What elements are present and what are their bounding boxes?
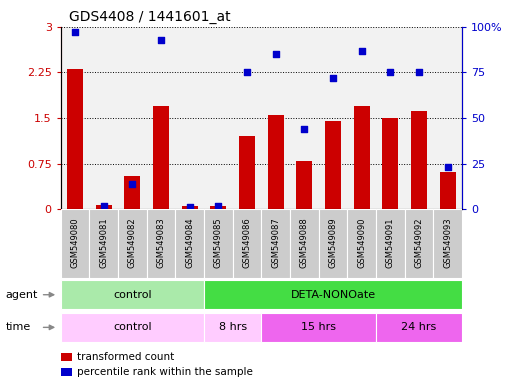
Bar xyxy=(411,111,427,209)
Bar xyxy=(325,121,341,209)
Bar xyxy=(376,313,462,342)
Point xyxy=(99,203,108,209)
Bar xyxy=(261,313,376,342)
Bar xyxy=(118,209,147,278)
Text: percentile rank within the sample: percentile rank within the sample xyxy=(77,366,252,377)
Text: control: control xyxy=(113,322,152,333)
Bar xyxy=(376,209,404,278)
Bar xyxy=(290,209,319,278)
Text: GSM549092: GSM549092 xyxy=(414,218,423,268)
Bar xyxy=(211,206,226,209)
Bar xyxy=(319,209,347,278)
Text: GSM549089: GSM549089 xyxy=(328,218,337,268)
Bar xyxy=(433,209,462,278)
Text: GDS4408 / 1441601_at: GDS4408 / 1441601_at xyxy=(69,10,230,25)
Bar xyxy=(204,209,233,278)
Bar xyxy=(96,205,111,209)
Text: 24 hrs: 24 hrs xyxy=(401,322,437,333)
Text: GSM549081: GSM549081 xyxy=(99,218,108,268)
Bar xyxy=(153,106,169,209)
Bar xyxy=(233,209,261,278)
Bar xyxy=(204,313,261,342)
Bar xyxy=(61,280,204,310)
Point xyxy=(300,126,308,132)
Text: transformed count: transformed count xyxy=(77,352,174,362)
Text: agent: agent xyxy=(5,290,37,300)
Bar xyxy=(61,209,89,278)
Text: GSM549086: GSM549086 xyxy=(242,218,251,268)
Bar xyxy=(67,70,83,209)
Point xyxy=(185,204,194,210)
Point xyxy=(357,48,366,54)
Text: time: time xyxy=(5,322,31,333)
Bar xyxy=(61,353,72,361)
Text: GSM549088: GSM549088 xyxy=(300,218,309,268)
Bar xyxy=(382,118,398,209)
Text: GSM549085: GSM549085 xyxy=(214,218,223,268)
Point xyxy=(214,203,223,209)
Point xyxy=(71,29,79,35)
Bar xyxy=(89,209,118,278)
Bar xyxy=(347,209,376,278)
Bar xyxy=(147,209,175,278)
Point xyxy=(271,51,280,57)
Bar xyxy=(204,280,462,310)
Point xyxy=(444,164,452,170)
Text: DETA-NONOate: DETA-NONOate xyxy=(290,290,375,300)
Bar xyxy=(354,106,370,209)
Point xyxy=(386,70,394,76)
Text: GSM549084: GSM549084 xyxy=(185,218,194,268)
Point xyxy=(329,75,337,81)
Point xyxy=(415,70,423,76)
Bar xyxy=(61,368,72,376)
Bar xyxy=(175,209,204,278)
Bar xyxy=(182,206,197,209)
Bar xyxy=(125,176,140,209)
Text: GSM549080: GSM549080 xyxy=(71,218,80,268)
Text: GSM549082: GSM549082 xyxy=(128,218,137,268)
Bar xyxy=(404,209,433,278)
Text: GSM549083: GSM549083 xyxy=(156,218,166,268)
Bar xyxy=(297,161,312,209)
Bar xyxy=(239,136,255,209)
Bar xyxy=(61,313,204,342)
Text: control: control xyxy=(113,290,152,300)
Point xyxy=(243,70,251,76)
Bar xyxy=(261,209,290,278)
Text: 15 hrs: 15 hrs xyxy=(301,322,336,333)
Bar xyxy=(268,115,284,209)
Text: GSM549087: GSM549087 xyxy=(271,218,280,268)
Text: GSM549093: GSM549093 xyxy=(443,218,452,268)
Text: 8 hrs: 8 hrs xyxy=(219,322,247,333)
Bar xyxy=(440,172,456,209)
Text: GSM549091: GSM549091 xyxy=(386,218,395,268)
Point xyxy=(128,181,137,187)
Text: GSM549090: GSM549090 xyxy=(357,218,366,268)
Point xyxy=(157,36,165,43)
